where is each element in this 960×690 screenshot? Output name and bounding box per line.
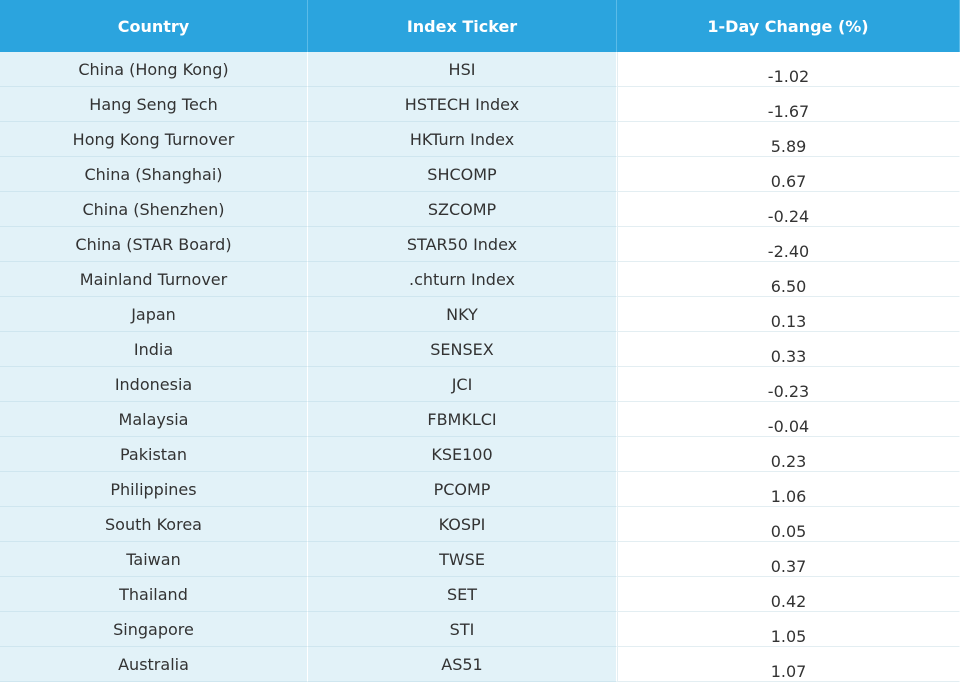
ticker-cell: KSE100 xyxy=(308,437,617,472)
country-cell: Philippines xyxy=(0,472,308,507)
change-cell: 0.42 xyxy=(617,577,960,612)
country-cell: Pakistan xyxy=(0,437,308,472)
ticker-cell: PCOMP xyxy=(308,472,617,507)
country-cell: Malaysia xyxy=(0,402,308,437)
ticker-cell: HKTurn Index xyxy=(308,122,617,157)
change-cell: 0.37 xyxy=(617,542,960,577)
change-cell: 0.13 xyxy=(617,297,960,332)
header-cell: Country xyxy=(0,0,308,52)
change-cell: 1.06 xyxy=(617,472,960,507)
change-cell: -0.04 xyxy=(617,402,960,437)
change-cell: -2.40 xyxy=(617,227,960,262)
country-cell: Mainland Turnover xyxy=(0,262,308,297)
change-cell: 6.50 xyxy=(617,262,960,297)
ticker-cell: SHCOMP xyxy=(308,157,617,192)
change-cell: 1.05 xyxy=(617,612,960,647)
country-cell: China (STAR Board) xyxy=(0,227,308,262)
country-cell: Japan xyxy=(0,297,308,332)
change-cell: 0.67 xyxy=(617,157,960,192)
country-cell: China (Shanghai) xyxy=(0,157,308,192)
country-cell: Singapore xyxy=(0,612,308,647)
country-cell: Australia xyxy=(0,647,308,682)
ticker-cell: .chturn Index xyxy=(308,262,617,297)
change-cell: 0.33 xyxy=(617,332,960,367)
country-cell: Indonesia xyxy=(0,367,308,402)
ticker-cell: STAR50 Index xyxy=(308,227,617,262)
change-cell: -0.23 xyxy=(617,367,960,402)
change-cell: 0.23 xyxy=(617,437,960,472)
change-cell: -1.67 xyxy=(617,87,960,122)
country-cell: China (Hong Kong) xyxy=(0,52,308,87)
ticker-cell: AS51 xyxy=(308,647,617,682)
ticker-cell: STI xyxy=(308,612,617,647)
change-cell: -1.02 xyxy=(617,52,960,87)
ticker-cell: KOSPI xyxy=(308,507,617,542)
country-cell: China (Shenzhen) xyxy=(0,192,308,227)
ticker-cell: TWSE xyxy=(308,542,617,577)
country-cell: South Korea xyxy=(0,507,308,542)
ticker-cell: FBMKLCI xyxy=(308,402,617,437)
change-cell: 0.05 xyxy=(617,507,960,542)
change-cell: 1.07 xyxy=(617,647,960,682)
ticker-cell: JCI xyxy=(308,367,617,402)
header-cell: 1-Day Change (%) xyxy=(617,0,960,52)
country-cell: Hang Seng Tech xyxy=(0,87,308,122)
ticker-cell: HSI xyxy=(308,52,617,87)
ticker-cell: HSTECH Index xyxy=(308,87,617,122)
country-cell: Hong Kong Turnover xyxy=(0,122,308,157)
change-cell: 5.89 xyxy=(617,122,960,157)
ticker-cell: SZCOMP xyxy=(308,192,617,227)
ticker-cell: SET xyxy=(308,577,617,612)
country-cell: Taiwan xyxy=(0,542,308,577)
ticker-cell: NKY xyxy=(308,297,617,332)
ticker-cell: SENSEX xyxy=(308,332,617,367)
change-cell: -0.24 xyxy=(617,192,960,227)
header-cell: Index Ticker xyxy=(308,0,617,52)
country-cell: Thailand xyxy=(0,577,308,612)
country-cell: India xyxy=(0,332,308,367)
